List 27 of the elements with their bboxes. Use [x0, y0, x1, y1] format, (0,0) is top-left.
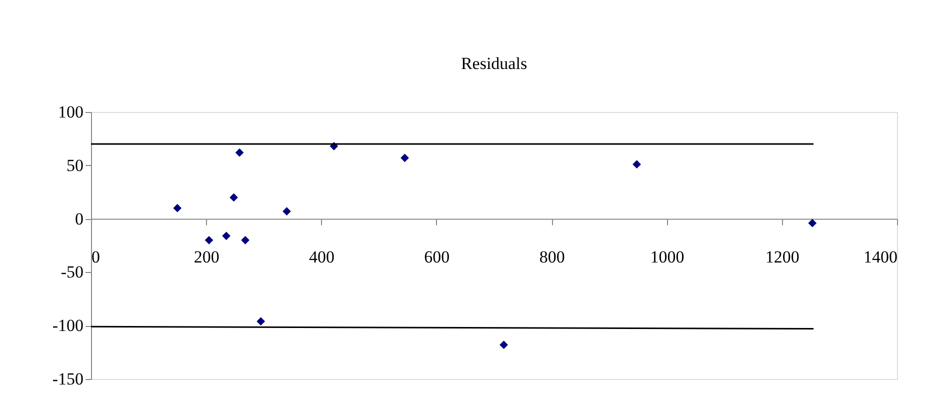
- point: [241, 236, 250, 244]
- point: [256, 317, 266, 326]
- y-tick-label: -100: [52, 316, 84, 336]
- y-tick-label: -150: [52, 370, 84, 388]
- point: [282, 207, 291, 216]
- point: [632, 160, 641, 169]
- chart-title: Residuals: [460, 54, 528, 73]
- y-tick-label: 50: [66, 156, 84, 175]
- point: [230, 193, 238, 202]
- point: [235, 148, 244, 157]
- y-tick-label: 0: [75, 209, 84, 228]
- point: [400, 154, 409, 162]
- x-tick-label: 400: [309, 247, 335, 266]
- x-tick-label: 0: [92, 247, 100, 266]
- y-tick-label: 100: [58, 102, 84, 122]
- x-tick-label: 1000: [650, 247, 684, 266]
- point: [808, 218, 817, 228]
- x-tick-label: 1400: [864, 247, 898, 266]
- y-tick-label: -50: [60, 262, 84, 282]
- point: [204, 236, 214, 244]
- x-tick-label: 600: [424, 247, 450, 266]
- x-tick-label: 800: [539, 247, 565, 266]
- x-tick-label: 1200: [765, 247, 800, 266]
- point: [173, 204, 182, 212]
- point: [500, 340, 508, 350]
- x-tick-label: 200: [194, 247, 220, 266]
- point: [222, 232, 230, 240]
